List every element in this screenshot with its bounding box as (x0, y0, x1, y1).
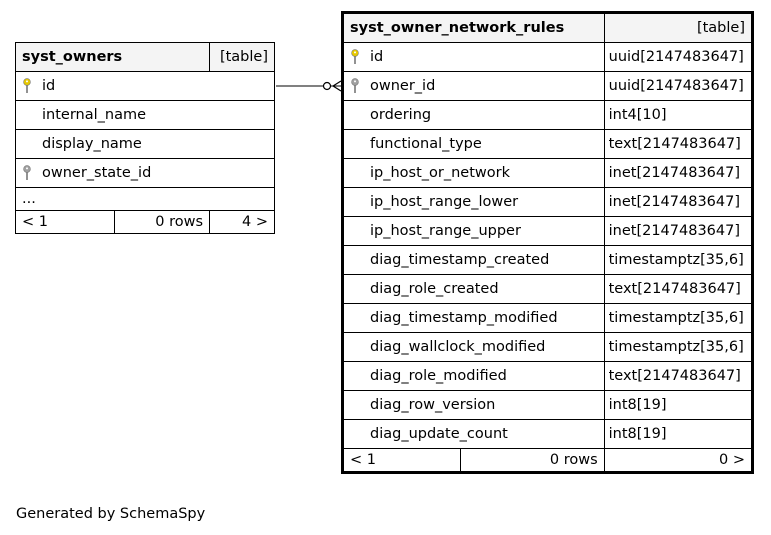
column-name: functional_type (370, 136, 482, 152)
column-name: id (370, 49, 384, 65)
column-cell: id (342, 42, 605, 72)
column-type: uuid[2147483647] (603, 42, 754, 72)
column-cell: diag_role_modified (342, 361, 605, 391)
column-type: uuid[2147483647] (603, 71, 754, 101)
primary-key-icon (350, 49, 370, 65)
column-cell: internal_name (15, 100, 275, 130)
column-row[interactable]: diag_wallclock_modified timestamptz[35,6] (342, 332, 754, 362)
footer-parents[interactable]: < 1 (15, 210, 115, 234)
foreign-key-icon (22, 165, 42, 181)
column-cell: owner_id (342, 71, 605, 101)
column-row[interactable]: diag_role_created text[2147483647] (342, 274, 754, 304)
column-cell: ip_host_or_network (342, 158, 605, 188)
column-row[interactable]: diag_row_version int8[19] (342, 390, 754, 420)
column-cell: ordering (342, 100, 605, 130)
column-cell: functional_type (342, 129, 605, 159)
column-type: inet[2147483647] (603, 216, 754, 246)
table-title: syst_owners (15, 42, 210, 72)
column-row[interactable]: diag_timestamp_modified timestamptz[35,6] (342, 303, 754, 333)
column-row[interactable]: diag_timestamp_created timestamptz[35,6] (342, 245, 754, 275)
column-cell: diag_update_count (342, 419, 605, 449)
column-type: timestamptz[35,6] (603, 245, 754, 275)
column-row[interactable]: id (15, 71, 275, 101)
column-row[interactable]: owner_state_id (15, 158, 275, 188)
column-name: ip_host_range_lower (370, 194, 519, 210)
column-name: diag_row_version (370, 397, 496, 413)
footer-row-count: 0 rows (460, 448, 605, 473)
column-row[interactable]: internal_name (15, 100, 275, 130)
column-row[interactable]: id uuid[2147483647] (342, 42, 754, 72)
column-type: int8[19] (603, 419, 754, 449)
column-name: diag_update_count (370, 426, 508, 442)
column-row[interactable]: ordering int4[10] (342, 100, 754, 130)
column-row[interactable]: ip_host_range_lower inet[2147483647] (342, 187, 754, 217)
column-cell: diag_timestamp_modified (342, 303, 605, 333)
table-kind: [table] (209, 42, 275, 72)
column-row[interactable]: ip_host_or_network inet[2147483647] (342, 158, 754, 188)
column-type: text[2147483647] (603, 361, 754, 391)
column-type: inet[2147483647] (603, 158, 754, 188)
column-type: timestamptz[35,6] (603, 332, 754, 362)
foreign-key-icon (350, 78, 370, 94)
column-name: diag_timestamp_modified (370, 310, 558, 326)
column-name: ip_host_range_upper (370, 223, 521, 239)
column-name: diag_timestamp_created (370, 252, 550, 268)
column-cell: diag_row_version (342, 390, 605, 420)
table-kind: [table] (603, 12, 754, 43)
column-row[interactable]: diag_role_modified text[2147483647] (342, 361, 754, 391)
footer-children[interactable]: 4 > (209, 210, 275, 234)
column-cell: ip_host_range_lower (342, 187, 605, 217)
more-columns: ... (15, 187, 275, 211)
column-name: display_name (42, 136, 142, 152)
column-name: diag_role_created (370, 281, 499, 297)
column-row[interactable]: functional_type text[2147483647] (342, 129, 754, 159)
table-syst-owner-network-rules[interactable]: syst_owner_network_rules [table] id uuid[… (341, 11, 754, 474)
primary-key-icon (22, 78, 42, 94)
column-type: text[2147483647] (603, 274, 754, 304)
column-name: diag_role_modified (370, 368, 507, 384)
column-row[interactable]: ip_host_range_upper inet[2147483647] (342, 216, 754, 246)
column-name: ip_host_or_network (370, 165, 511, 181)
column-cell: diag_role_created (342, 274, 605, 304)
column-cell: id (15, 71, 275, 101)
column-type: int8[19] (603, 390, 754, 420)
column-type: timestamptz[35,6] (603, 303, 754, 333)
table-title: syst_owner_network_rules (342, 12, 605, 43)
column-type: inet[2147483647] (603, 187, 754, 217)
column-name: ordering (370, 107, 432, 123)
column-name: owner_id (370, 78, 436, 94)
column-cell: diag_timestamp_created (342, 245, 605, 275)
column-cell: ip_host_range_upper (342, 216, 605, 246)
column-name: internal_name (42, 107, 147, 123)
column-cell: diag_wallclock_modified (342, 332, 605, 362)
column-cell: display_name (15, 129, 275, 159)
column-type: int4[10] (603, 100, 754, 130)
generated-by-credit: Generated by SchemaSpy (16, 506, 206, 522)
column-name: id (42, 78, 56, 94)
column-type: text[2147483647] (603, 129, 754, 159)
footer-parents[interactable]: < 1 (341, 448, 462, 473)
column-row[interactable]: diag_update_count int8[19] (342, 419, 754, 449)
column-name: diag_wallclock_modified (370, 339, 546, 355)
column-cell: owner_state_id (15, 158, 275, 188)
footer-children[interactable]: 0 > (603, 448, 754, 473)
footer-row-count: 0 rows (114, 210, 210, 234)
column-row[interactable]: owner_id uuid[2147483647] (342, 71, 754, 101)
column-name: owner_state_id (42, 165, 152, 181)
column-row[interactable]: display_name (15, 129, 275, 159)
